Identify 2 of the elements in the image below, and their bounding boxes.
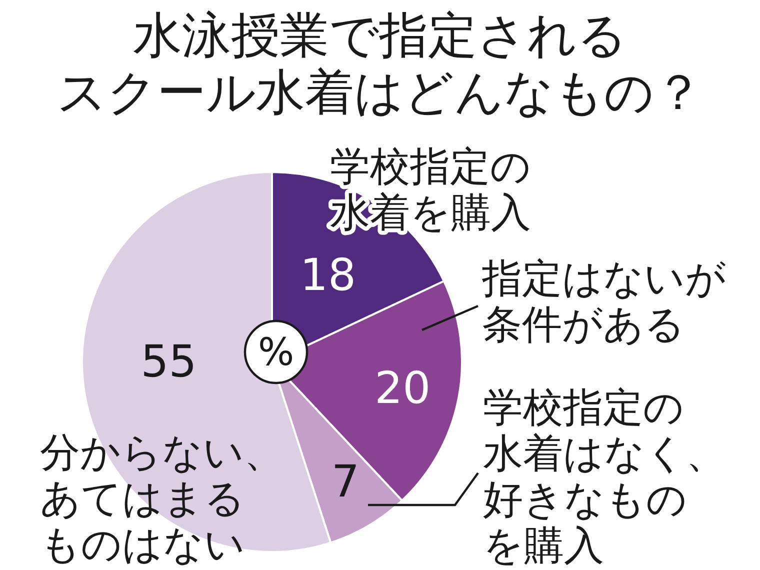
annotation: %	[258, 330, 294, 374]
title: 水泳授業で指定されるスクール水着はどんなもの？	[57, 7, 703, 121]
